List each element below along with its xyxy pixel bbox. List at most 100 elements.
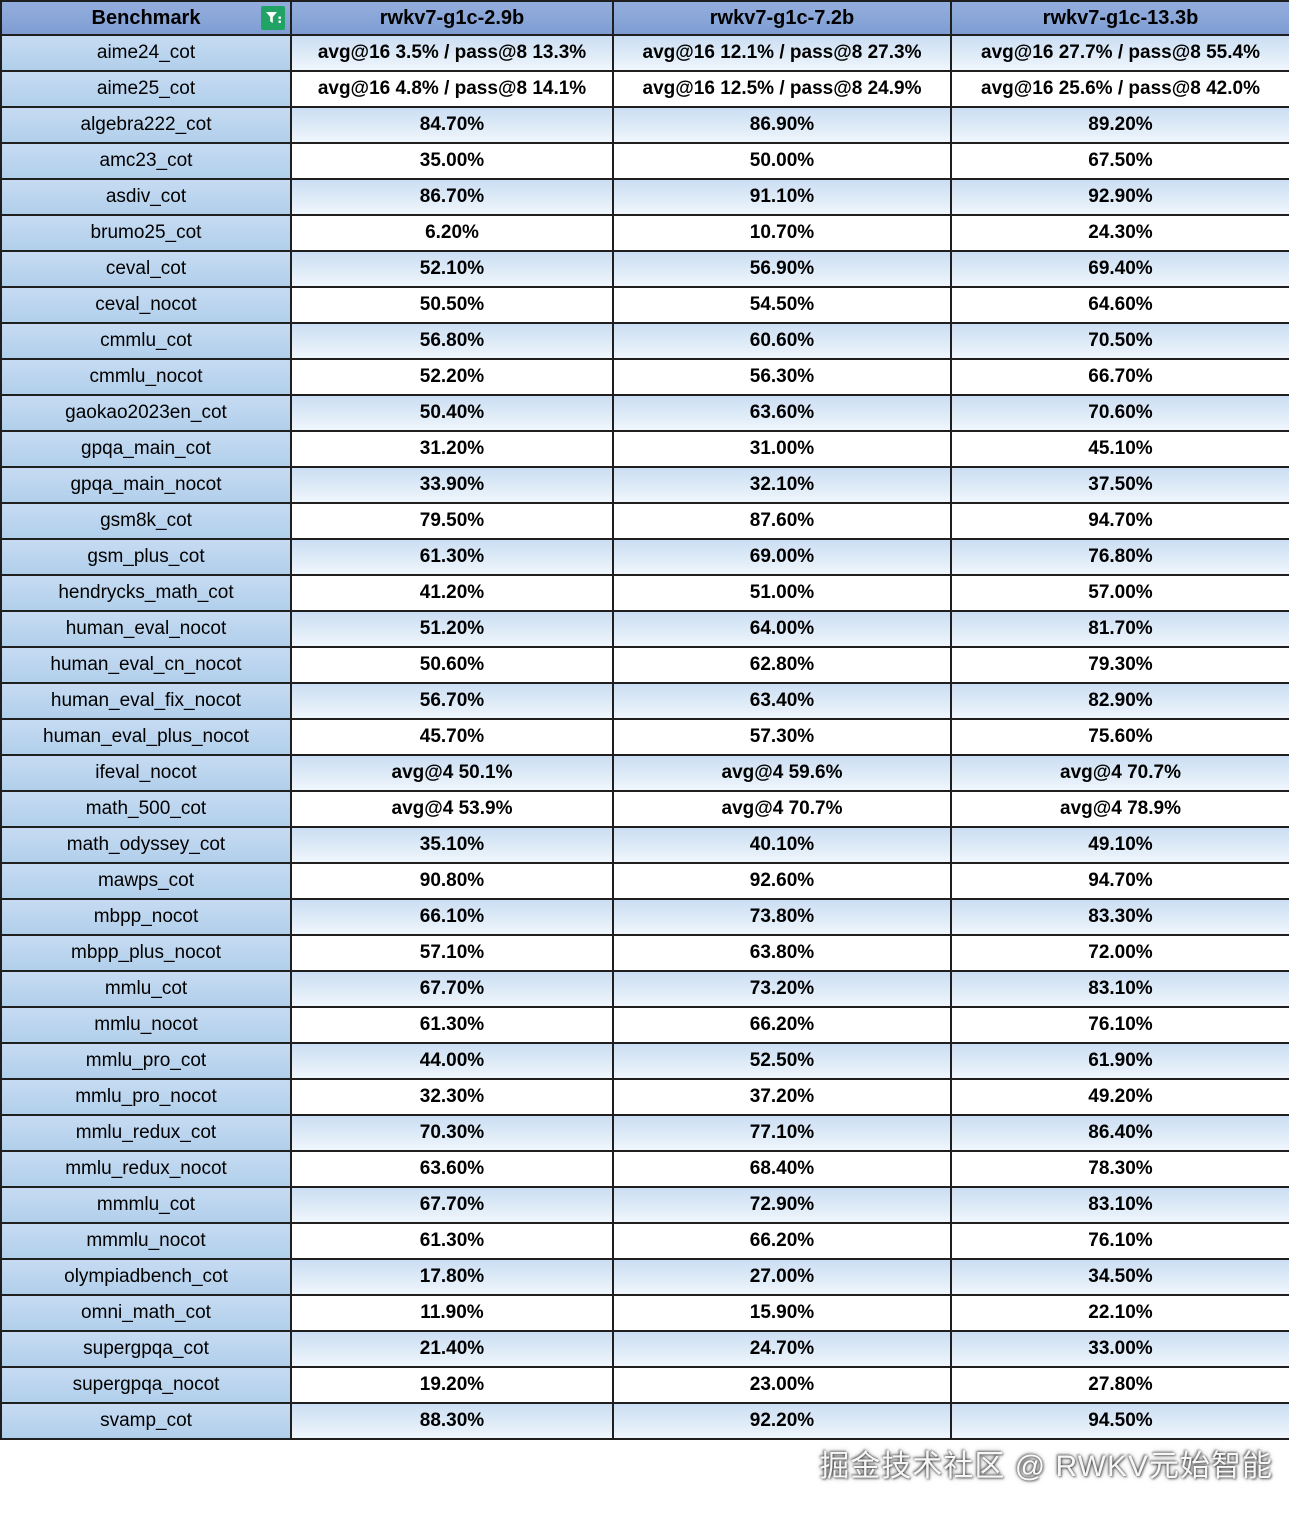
value-cell[interactable]: 84.70% [290,106,614,144]
column-header-model-2[interactable]: rwkv7-g1c-7.2b [612,0,952,36]
value-cell[interactable]: 76.10% [950,1222,1289,1260]
value-cell[interactable]: 64.60% [950,286,1289,324]
value-cell[interactable]: 70.60% [950,394,1289,432]
value-cell[interactable]: 81.70% [950,610,1289,648]
value-cell[interactable]: 78.30% [950,1150,1289,1188]
value-cell[interactable]: 31.00% [612,430,952,468]
benchmark-cell[interactable]: omni_math_cot [0,1294,292,1332]
value-cell[interactable]: 67.70% [290,1186,614,1224]
filter-icon[interactable] [261,6,285,30]
benchmark-cell[interactable]: mmmlu_cot [0,1186,292,1224]
value-cell[interactable]: 56.80% [290,322,614,360]
benchmark-cell[interactable]: human_eval_plus_nocot [0,718,292,756]
value-cell[interactable]: 63.60% [612,394,952,432]
value-cell[interactable]: 86.90% [612,106,952,144]
value-cell[interactable]: 41.20% [290,574,614,612]
value-cell[interactable]: 92.90% [950,178,1289,216]
value-cell[interactable]: 50.60% [290,646,614,684]
benchmark-cell[interactable]: gaokao2023en_cot [0,394,292,432]
value-cell[interactable]: 34.50% [950,1258,1289,1296]
value-cell[interactable]: 61.30% [290,538,614,576]
value-cell[interactable]: 66.20% [612,1222,952,1260]
value-cell[interactable]: avg@16 27.7% / pass@8 55.4% [950,34,1289,72]
benchmark-cell[interactable]: gsm8k_cot [0,502,292,540]
value-cell[interactable]: 62.80% [612,646,952,684]
value-cell[interactable]: 83.10% [950,1186,1289,1224]
value-cell[interactable]: 52.50% [612,1042,952,1080]
value-cell[interactable]: 87.60% [612,502,952,540]
benchmark-cell[interactable]: ceval_cot [0,250,292,288]
value-cell[interactable]: 83.10% [950,970,1289,1008]
value-cell[interactable]: 23.00% [612,1366,952,1404]
benchmark-cell[interactable]: algebra222_cot [0,106,292,144]
value-cell[interactable]: 64.00% [612,610,952,648]
value-cell[interactable]: 6.20% [290,214,614,252]
value-cell[interactable]: 63.80% [612,934,952,972]
value-cell[interactable]: 75.60% [950,718,1289,756]
value-cell[interactable]: 70.50% [950,322,1289,360]
column-header-model-3[interactable]: rwkv7-g1c-13.3b [950,0,1289,36]
benchmark-cell[interactable]: ifeval_nocot [0,754,292,792]
value-cell[interactable]: 52.10% [290,250,614,288]
benchmark-cell[interactable]: cmmlu_cot [0,322,292,360]
value-cell[interactable]: 68.40% [612,1150,952,1188]
value-cell[interactable]: avg@4 59.6% [612,754,952,792]
benchmark-cell[interactable]: math_500_cot [0,790,292,828]
benchmark-cell[interactable]: mmlu_pro_nocot [0,1078,292,1116]
column-header-benchmark[interactable]: Benchmark [0,0,292,36]
value-cell[interactable]: 37.50% [950,466,1289,504]
value-cell[interactable]: 86.70% [290,178,614,216]
benchmark-cell[interactable]: human_eval_cn_nocot [0,646,292,684]
benchmark-cell[interactable]: mmmlu_nocot [0,1222,292,1260]
value-cell[interactable]: 63.40% [612,682,952,720]
benchmark-cell[interactable]: ceval_nocot [0,286,292,324]
value-cell[interactable]: 61.30% [290,1006,614,1044]
value-cell[interactable]: 76.10% [950,1006,1289,1044]
value-cell[interactable]: avg@4 78.9% [950,790,1289,828]
value-cell[interactable]: 11.90% [290,1294,614,1332]
value-cell[interactable]: 33.00% [950,1330,1289,1368]
value-cell[interactable]: 92.60% [612,862,952,900]
column-header-model-1[interactable]: rwkv7-g1c-2.9b [290,0,614,36]
value-cell[interactable]: avg@4 70.7% [612,790,952,828]
value-cell[interactable]: 31.20% [290,430,614,468]
value-cell[interactable]: 69.00% [612,538,952,576]
value-cell[interactable]: 56.90% [612,250,952,288]
value-cell[interactable]: 24.70% [612,1330,952,1368]
benchmark-cell[interactable]: supergpqa_cot [0,1330,292,1368]
value-cell[interactable]: avg@16 4.8% / pass@8 14.1% [290,70,614,108]
value-cell[interactable]: 45.10% [950,430,1289,468]
benchmark-cell[interactable]: brumo25_cot [0,214,292,252]
value-cell[interactable]: 67.50% [950,142,1289,180]
benchmark-cell[interactable]: olympiadbench_cot [0,1258,292,1296]
value-cell[interactable]: 49.20% [950,1078,1289,1116]
value-cell[interactable]: 50.00% [612,142,952,180]
value-cell[interactable]: 57.30% [612,718,952,756]
value-cell[interactable]: 40.10% [612,826,952,864]
value-cell[interactable]: 90.80% [290,862,614,900]
value-cell[interactable]: 66.10% [290,898,614,936]
value-cell[interactable]: 88.30% [290,1402,614,1440]
value-cell[interactable]: 50.50% [290,286,614,324]
value-cell[interactable]: 56.70% [290,682,614,720]
value-cell[interactable]: 33.90% [290,466,614,504]
value-cell[interactable]: 86.40% [950,1114,1289,1152]
value-cell[interactable]: 79.30% [950,646,1289,684]
value-cell[interactable]: 10.70% [612,214,952,252]
value-cell[interactable]: avg@4 70.7% [950,754,1289,792]
value-cell[interactable]: 32.30% [290,1078,614,1116]
value-cell[interactable]: 73.80% [612,898,952,936]
value-cell[interactable]: 73.20% [612,970,952,1008]
benchmark-cell[interactable]: mmlu_redux_nocot [0,1150,292,1188]
benchmark-cell[interactable]: aime24_cot [0,34,292,72]
benchmark-cell[interactable]: mawps_cot [0,862,292,900]
value-cell[interactable]: 49.10% [950,826,1289,864]
value-cell[interactable]: 57.10% [290,934,614,972]
value-cell[interactable]: 56.30% [612,358,952,396]
value-cell[interactable]: 35.10% [290,826,614,864]
benchmark-cell[interactable]: gpqa_main_nocot [0,466,292,504]
value-cell[interactable]: 67.70% [290,970,614,1008]
value-cell[interactable]: 79.50% [290,502,614,540]
value-cell[interactable]: 76.80% [950,538,1289,576]
benchmark-cell[interactable]: aime25_cot [0,70,292,108]
